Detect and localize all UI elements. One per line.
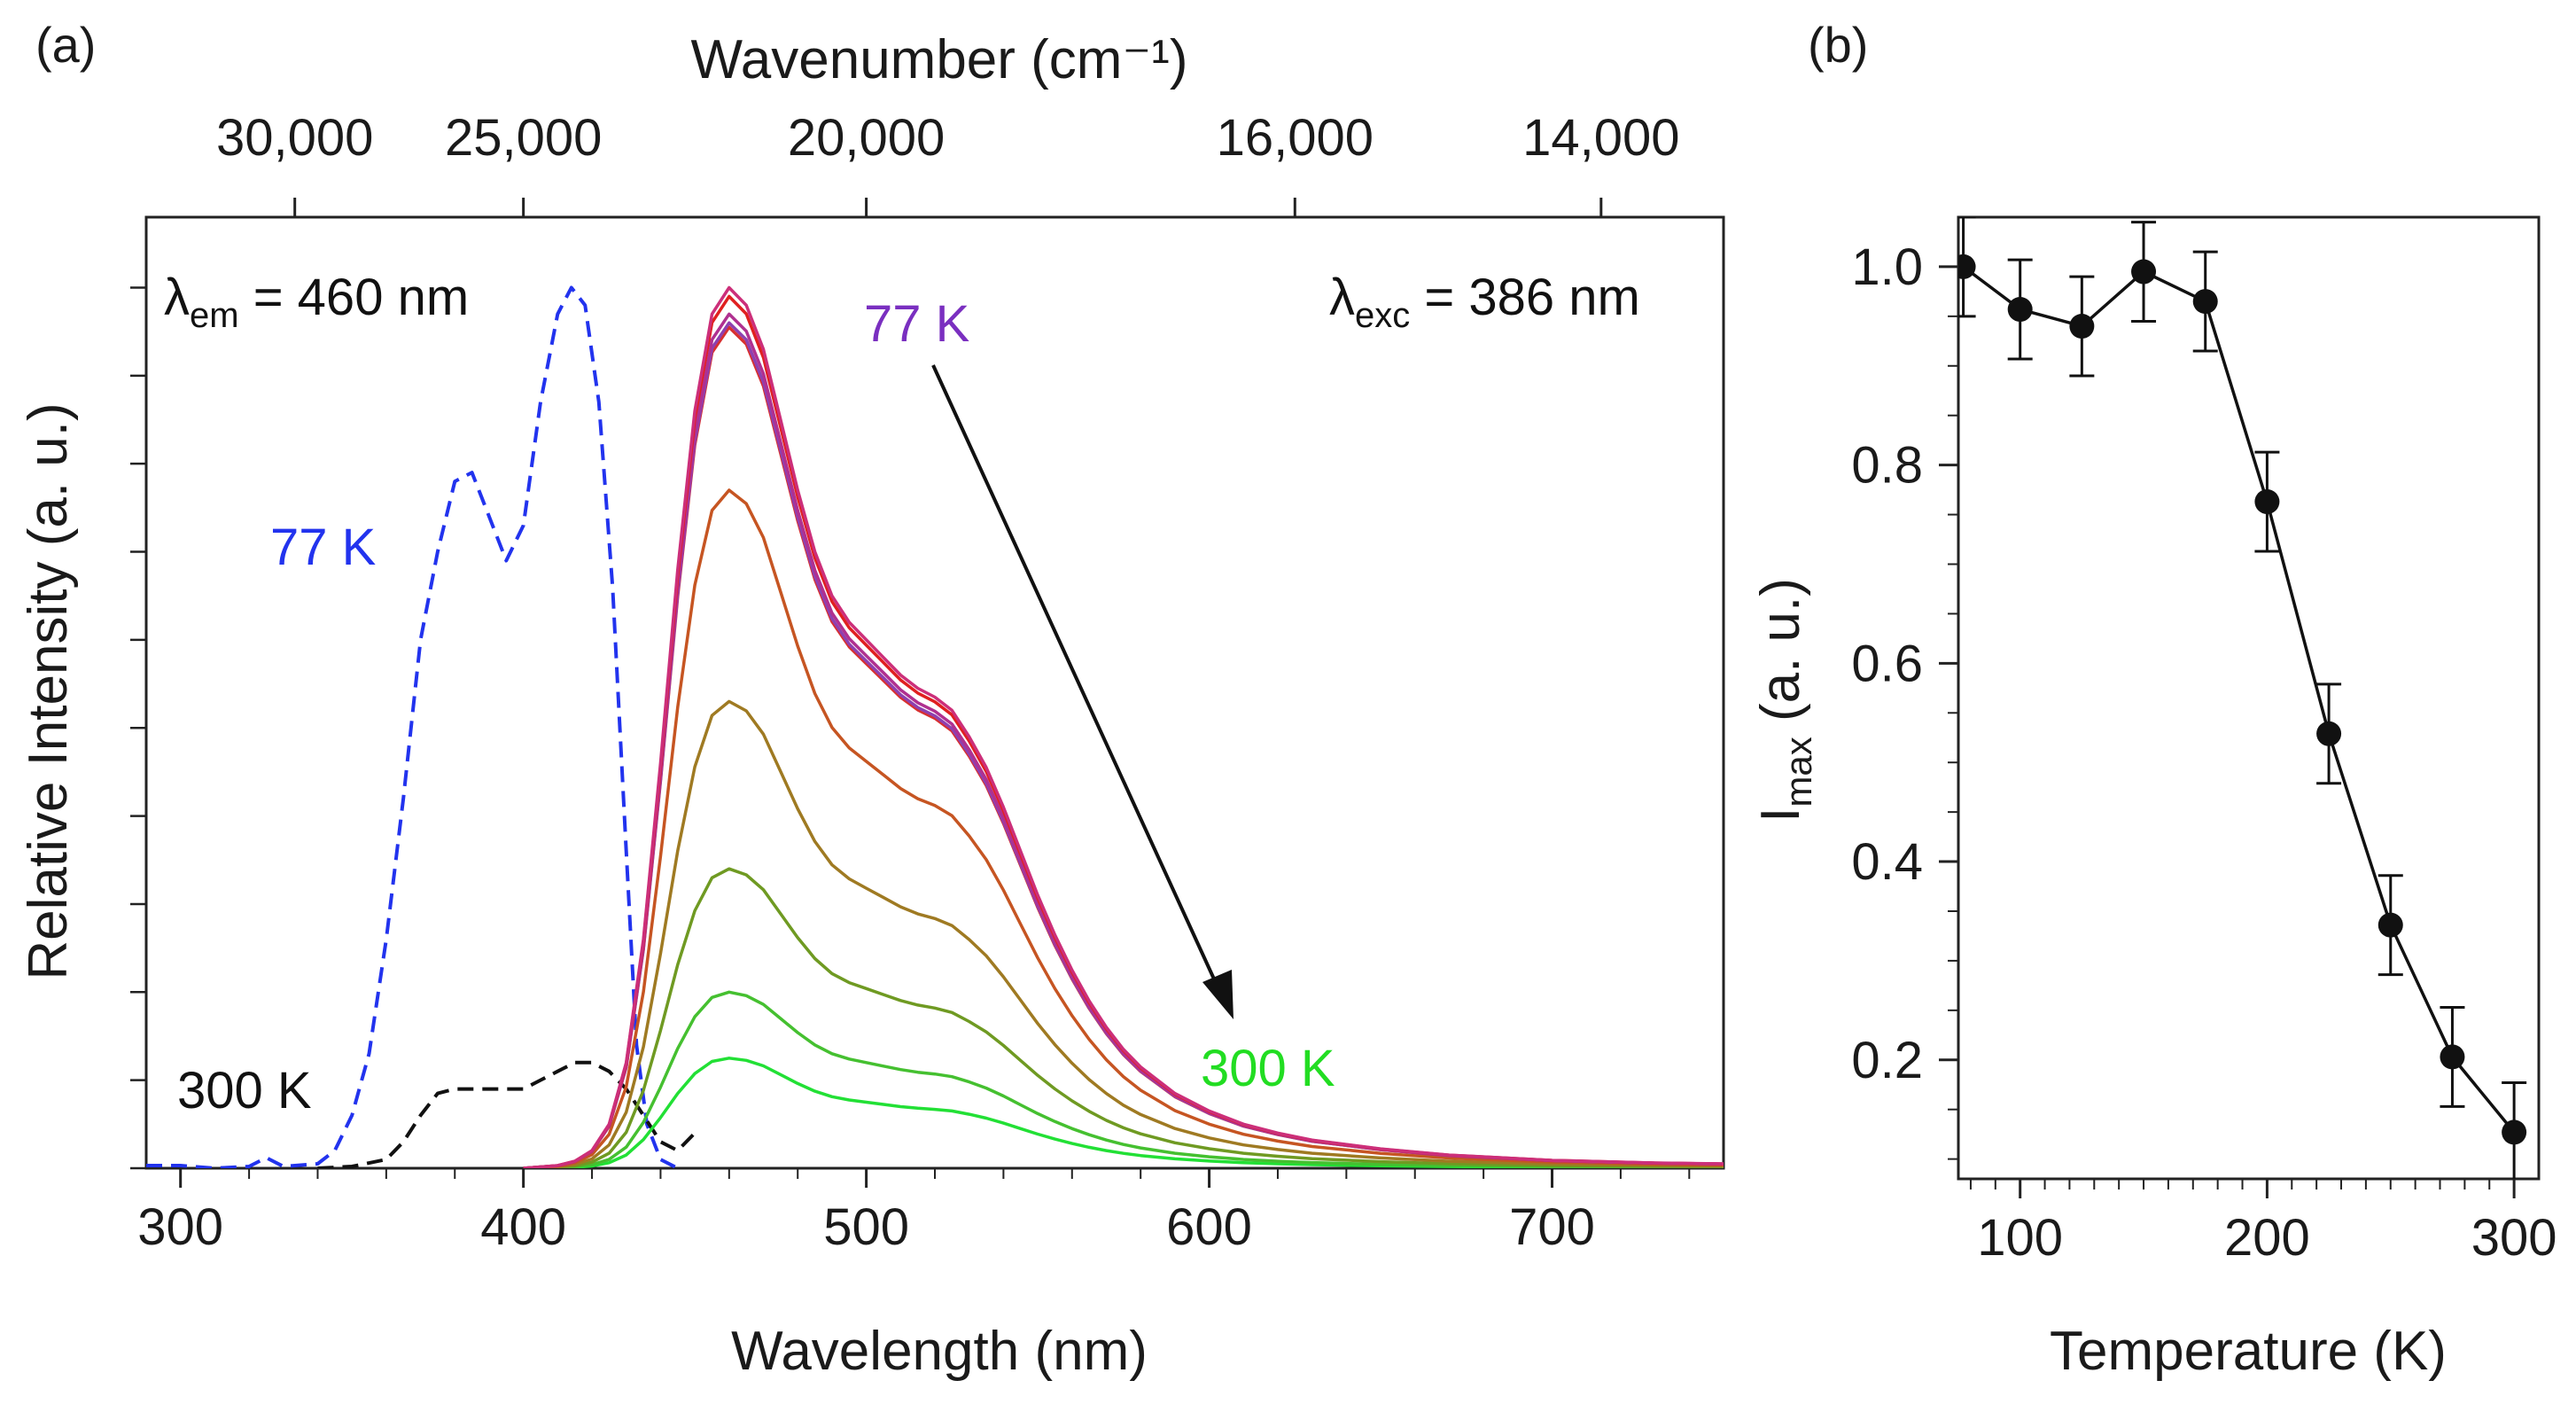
imax-point [2069, 314, 2095, 339]
plot-frame-b [1957, 215, 2541, 1181]
x-axis-title: Wavelength (nm) [731, 1321, 1148, 1382]
b-x-tick-label: 200 [2224, 1209, 2310, 1267]
top-axis-title: Wavenumber (cm⁻¹) [691, 29, 1188, 90]
bottom-x-ticks: 300 400 500 600 700 [137, 1168, 1691, 1256]
x-tick-label: 300 [137, 1198, 223, 1256]
b-x-ticks: 100 200 300 [1969, 1179, 2557, 1267]
x-tick-label: 600 [1166, 1198, 1252, 1256]
emission-spectra [523, 285, 1724, 1168]
y-axis-title: Relative Intensity (a. u.) [18, 402, 79, 979]
b-y-tick-label: 0.4 [1851, 833, 1923, 891]
b-y-tick-label: 1.0 [1851, 238, 1923, 296]
lambda-exc-annotation: λexc = 386 nm [1329, 269, 1640, 335]
imax-series [1958, 217, 2527, 1179]
panel-a-emission-excitation-spectra: (a) Wavenumber (cm⁻¹) 300 400 500 600 700 30… [18, 17, 1725, 1382]
b-y-tick-label: 0.6 [1851, 635, 1923, 692]
emission-curve [523, 488, 1724, 1168]
emission-curve [523, 294, 1724, 1168]
y-minor-ticks [130, 286, 146, 1170]
panel-a-label: (a) [35, 17, 96, 73]
excitation-300k-label: 300 K [177, 1062, 312, 1119]
imax-point [2502, 1119, 2527, 1145]
top-tick-label: 30,000 [216, 109, 373, 167]
emission-curve [523, 867, 1724, 1168]
imax-point [1958, 254, 1976, 279]
panel-b-label: (b) [1808, 17, 1868, 73]
excitation-spectra [146, 285, 697, 1168]
imax-point [2316, 721, 2342, 746]
imax-point [2440, 1044, 2465, 1070]
imax-point [2131, 259, 2157, 285]
x-tick-label: 400 [480, 1198, 566, 1256]
b-x-tick-label: 100 [1977, 1209, 2063, 1267]
b-y-tick-label: 0.2 [1851, 1032, 1923, 1089]
emission-curve [523, 285, 1724, 1168]
imax-point [2007, 297, 2033, 323]
b-x-axis-title: Temperature (K) [2050, 1321, 2447, 1382]
lambda-em-annotation: λem = 460 nm [164, 269, 469, 335]
plot-frame-a [144, 215, 1725, 1170]
imax-point [2254, 489, 2280, 515]
imax-point [2192, 289, 2218, 315]
top-tick-label: 16,000 [1217, 109, 1374, 167]
b-x-tick-label: 300 [2471, 1209, 2557, 1267]
excitation-curve [146, 285, 679, 1168]
top-tick-label: 20,000 [788, 109, 945, 167]
b-y-ticks: 0.2 0.4 0.6 0.8 1.0 [1851, 238, 1958, 1160]
b-y-axis-title: Imax (a. u.) [1750, 578, 1819, 823]
emission-curve [523, 699, 1724, 1168]
excitation-77k-label: 77 K [270, 519, 377, 576]
emission-curve [523, 325, 1724, 1168]
x-tick-label: 500 [823, 1198, 909, 1256]
temperature-trend-arrow [931, 364, 1234, 1019]
top-wavenumber-ticks: 30,000 25,000 20,000 16,000 14,000 [216, 109, 1680, 217]
top-tick-label: 25,000 [445, 109, 602, 167]
imax-point [2378, 912, 2403, 938]
emission-curve [523, 1057, 1724, 1168]
excitation-curve [317, 1060, 697, 1168]
emission-curve [523, 990, 1724, 1168]
x-tick-label: 700 [1509, 1198, 1595, 1256]
emission-300k-label: 300 K [1201, 1040, 1335, 1097]
panel-b-imax-vs-temperature: (b) 100 200 300 0.2 0.4 0.6 0.8 1.0 Temperatur… [1750, 17, 2557, 1382]
imax-line [1962, 265, 2516, 1134]
top-tick-label: 14,000 [1522, 109, 1679, 167]
b-y-tick-label: 0.8 [1851, 437, 1923, 495]
emission-77k-label: 77 K [864, 295, 970, 353]
